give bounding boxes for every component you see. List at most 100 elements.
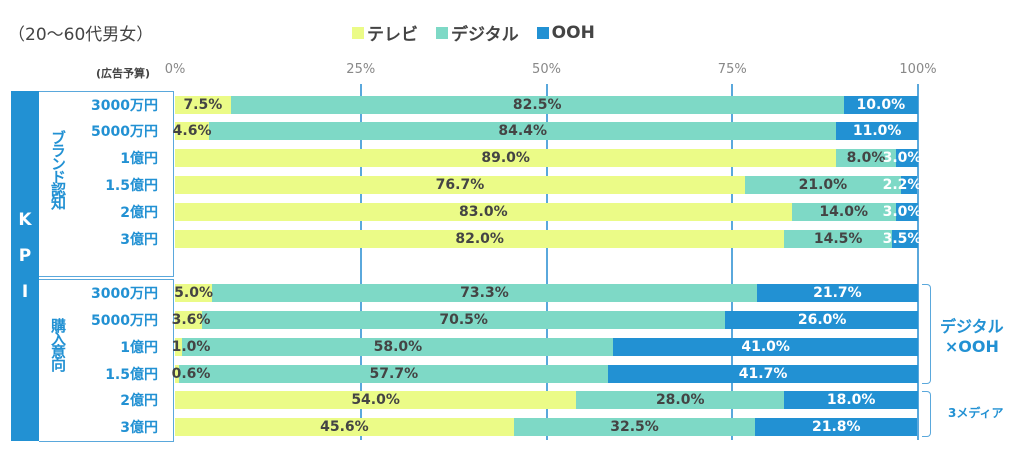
legend-item: デジタル [436, 20, 519, 45]
legend-label: デジタル [451, 25, 519, 45]
bar-row [175, 418, 918, 436]
bar-segment-OOH [755, 418, 918, 436]
data-label: 18.0% [826, 392, 876, 408]
kpi-letter: P [18, 246, 32, 266]
legend-item: テレビ [352, 20, 418, 45]
data-label: 0.6% [171, 366, 211, 382]
bar-row [175, 311, 918, 329]
bar-segment-テレビ [175, 284, 213, 302]
data-label: 3.0% [882, 150, 922, 166]
bar-segment-OOH [891, 230, 918, 248]
bar-segment-OOH [843, 96, 918, 114]
kpi-letter: I [21, 282, 29, 302]
budget-label: 1億円 [120, 340, 158, 356]
bar-segment-デジタル [209, 122, 837, 140]
brace [922, 284, 931, 384]
data-label: 3.0% [882, 204, 922, 220]
budget-label: 3億円 [120, 232, 158, 248]
data-label: 11.0% [852, 123, 902, 139]
bar-segment-デジタル [744, 176, 901, 194]
bar-segment-デジタル [836, 149, 896, 167]
budget-label: 3000万円 [91, 98, 158, 114]
data-label: 54.0% [351, 392, 400, 408]
bar-row [175, 230, 918, 248]
bar-row [175, 391, 918, 409]
data-label: 73.3% [460, 285, 509, 301]
bar-row [175, 284, 918, 302]
bar-segment-OOH [613, 338, 918, 356]
bar-segment-テレビ [175, 418, 514, 436]
bar-segment-デジタル [230, 96, 844, 114]
gridline [545, 84, 548, 440]
bar-segment-デジタル [179, 365, 609, 383]
data-label: 21.0% [798, 177, 848, 193]
bar-row [175, 122, 918, 140]
data-label: 5.0% [174, 285, 213, 301]
bar-segment-テレビ [175, 230, 785, 248]
x-tick-label: 0% [164, 62, 186, 77]
group-label: 購入意向 [49, 318, 67, 370]
data-label: 84.4% [498, 123, 548, 139]
bar-segment-テレビ [175, 338, 183, 356]
x-tick-label: 75% [717, 62, 747, 77]
budget-label: 1億円 [120, 151, 158, 167]
data-label: 83.0% [459, 204, 508, 220]
data-label: 45.6% [320, 419, 369, 435]
legend-swatch [536, 26, 549, 39]
bar-segment-テレビ [175, 149, 837, 167]
data-label: 76.7% [435, 177, 485, 193]
data-label: 8.0% [846, 150, 886, 166]
bar-segment-OOH [900, 176, 918, 194]
bar-segment-デジタル [513, 418, 756, 436]
data-label: 1.0% [171, 339, 211, 355]
brace [922, 391, 931, 437]
x-tick-label: 50% [532, 62, 561, 77]
budget-header: (広告予算) [96, 67, 151, 80]
bar-segment-デジタル [791, 203, 896, 221]
data-label: 41.0% [741, 339, 790, 355]
data-label: 14.5% [813, 231, 863, 247]
annotation-label: 3メディア [948, 406, 1004, 420]
bar-segment-テレビ [175, 96, 231, 114]
data-label: 21.8% [811, 419, 861, 435]
legend-label: テレビ [367, 25, 418, 45]
bar-segment-デジタル [576, 391, 785, 409]
gridline [917, 84, 919, 440]
legend-swatch [352, 26, 364, 39]
legend: テレビ デジタル OOH [352, 20, 595, 45]
data-label: 28.0% [655, 392, 705, 408]
group-box [39, 91, 174, 277]
budget-label: 5000万円 [91, 313, 158, 329]
group-box [39, 279, 174, 442]
bar-row [175, 338, 918, 356]
bar-segment-デジタル [212, 284, 757, 302]
bar-segment-テレビ [175, 311, 202, 329]
bar-segment-OOH [895, 149, 918, 167]
bar-segment-テレビ [175, 203, 792, 221]
data-label: 58.0% [373, 339, 423, 355]
chart-subtitle: （20〜60代男女） [8, 25, 154, 45]
bar-segment-テレビ [175, 122, 210, 140]
budget-label: 2億円 [120, 393, 158, 409]
bar-row [175, 149, 918, 167]
data-label: 41.7% [738, 366, 788, 382]
data-label: 57.7% [369, 366, 419, 382]
gridline [359, 84, 362, 440]
bar-segment-OOH [725, 311, 918, 329]
kpi-letter: K [18, 210, 32, 230]
budget-label: 2億円 [120, 205, 158, 221]
data-label: 4.6% [172, 123, 212, 139]
bar-segment-テレビ [175, 365, 180, 383]
data-label: 82.0% [455, 231, 504, 247]
bar-row [175, 176, 918, 194]
bar-segment-デジタル [182, 338, 614, 356]
data-label: 70.5% [439, 312, 488, 328]
legend-item: OOH [536, 20, 595, 45]
kpi-band [11, 91, 39, 441]
bar-segment-テレビ [175, 176, 745, 194]
bar-segment-デジタル [784, 230, 892, 248]
data-label: 89.0% [481, 150, 530, 166]
data-label: 3.6% [171, 312, 211, 328]
x-tick-label: 100% [899, 62, 937, 77]
data-label: 82.5% [512, 97, 562, 113]
